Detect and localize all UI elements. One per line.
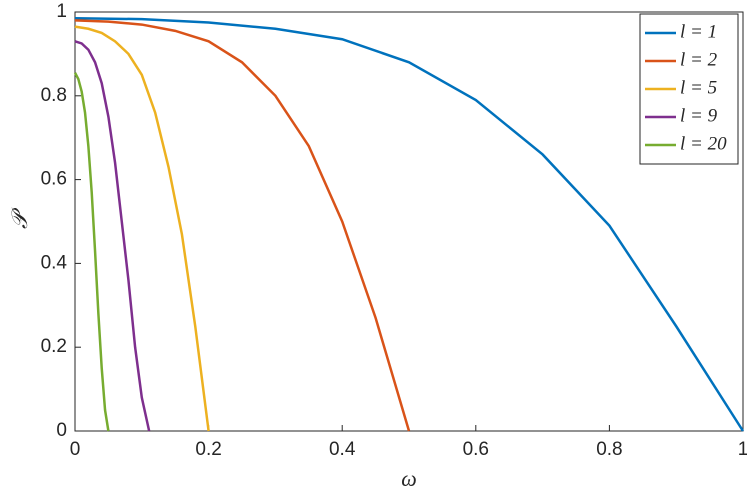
y-tick-label: 0.6: [41, 169, 67, 190]
x-tick-label: 0.6: [463, 439, 489, 460]
legend-label: l = 9: [680, 105, 718, 126]
line-series: [73, 72, 110, 432]
line-series: [74, 19, 411, 432]
y-axis-label: 𝒫: [7, 207, 32, 229]
y-tick-label: 0: [56, 420, 67, 441]
legend-label: l = 20: [680, 133, 727, 154]
line-series: [74, 40, 151, 432]
x-tick-label: 1: [738, 439, 747, 460]
line-series: [74, 17, 745, 432]
y-tick-label: 0.8: [41, 85, 67, 106]
x-tick-label: 0.4: [329, 439, 356, 460]
x-tick-label: 0: [70, 439, 81, 460]
line-series: [74, 25, 210, 432]
legend-label: l = 5: [680, 77, 717, 98]
y-tick-label: 1: [56, 1, 67, 22]
y-tick-label: 0.4: [41, 252, 68, 273]
x-tick-label: 0.2: [195, 439, 221, 460]
y-tick-label: 0.2: [41, 336, 67, 357]
x-axis-label: ω: [401, 466, 417, 491]
legend-label: l = 2: [680, 49, 718, 70]
legend-label: l = 1: [680, 21, 717, 42]
x-tick-label: 0.8: [596, 439, 622, 460]
